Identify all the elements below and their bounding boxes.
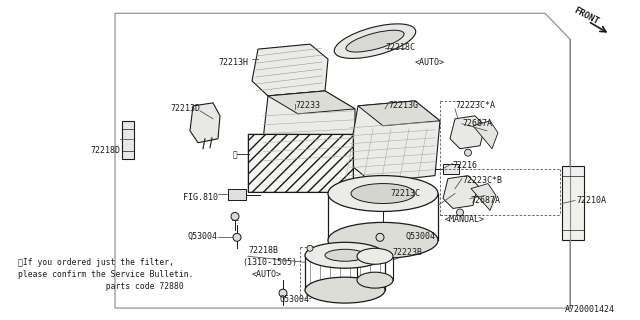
Text: 72687A: 72687A bbox=[470, 196, 500, 204]
Text: 72687A: 72687A bbox=[462, 119, 492, 128]
Circle shape bbox=[456, 209, 463, 216]
Text: <MANUAL>: <MANUAL> bbox=[445, 215, 485, 224]
Text: <AUTO>: <AUTO> bbox=[415, 58, 445, 67]
Polygon shape bbox=[473, 121, 498, 149]
Text: parts code 72880: parts code 72880 bbox=[18, 282, 184, 291]
Text: FIG.810: FIG.810 bbox=[183, 193, 218, 202]
Bar bbox=[248, 134, 353, 192]
Text: 72213H: 72213H bbox=[218, 58, 248, 67]
Polygon shape bbox=[252, 44, 328, 96]
Text: 72216: 72216 bbox=[452, 161, 477, 170]
Ellipse shape bbox=[305, 277, 385, 303]
Ellipse shape bbox=[305, 242, 385, 268]
Ellipse shape bbox=[325, 249, 365, 261]
Polygon shape bbox=[443, 176, 478, 208]
Text: 72213C: 72213C bbox=[390, 188, 420, 197]
Text: <AUTO>: <AUTO> bbox=[252, 270, 282, 279]
Circle shape bbox=[233, 233, 241, 241]
Text: 72218D: 72218D bbox=[90, 146, 120, 155]
Ellipse shape bbox=[357, 248, 393, 264]
Ellipse shape bbox=[328, 222, 438, 258]
Bar bbox=[443, 164, 459, 174]
Ellipse shape bbox=[357, 272, 393, 288]
Circle shape bbox=[465, 149, 472, 156]
Circle shape bbox=[307, 245, 313, 251]
Text: Q53004: Q53004 bbox=[405, 232, 435, 241]
Circle shape bbox=[376, 233, 384, 241]
Polygon shape bbox=[122, 121, 134, 159]
Text: (1310-1505): (1310-1505) bbox=[242, 258, 297, 267]
Text: ※If you ordered just the filter,: ※If you ordered just the filter, bbox=[18, 258, 174, 267]
Circle shape bbox=[279, 289, 287, 297]
Polygon shape bbox=[471, 184, 496, 211]
Polygon shape bbox=[450, 116, 485, 149]
Text: 72223B: 72223B bbox=[392, 248, 422, 257]
Polygon shape bbox=[348, 101, 440, 183]
Ellipse shape bbox=[328, 176, 438, 212]
Text: A720001424: A720001424 bbox=[565, 305, 615, 314]
Text: 72218C: 72218C bbox=[385, 43, 415, 52]
Text: FRONT: FRONT bbox=[572, 6, 600, 26]
Bar bbox=[228, 188, 246, 201]
Text: 72213G: 72213G bbox=[388, 101, 418, 110]
Text: 72223C*B: 72223C*B bbox=[462, 176, 502, 185]
Circle shape bbox=[231, 212, 239, 220]
Ellipse shape bbox=[346, 30, 404, 52]
Bar bbox=[248, 134, 353, 192]
Text: 72223C*A: 72223C*A bbox=[455, 101, 495, 110]
Text: Q53004: Q53004 bbox=[188, 232, 218, 241]
Text: 72218B: 72218B bbox=[248, 246, 278, 255]
Polygon shape bbox=[115, 13, 570, 308]
Bar bbox=[562, 166, 584, 240]
Text: 72213D: 72213D bbox=[170, 104, 200, 113]
Text: Q53004: Q53004 bbox=[280, 295, 310, 304]
Text: 72210A: 72210A bbox=[576, 196, 606, 204]
Ellipse shape bbox=[334, 24, 416, 59]
Text: please confirm the Service Bulletin.: please confirm the Service Bulletin. bbox=[18, 270, 193, 279]
Text: ※: ※ bbox=[232, 151, 237, 160]
Ellipse shape bbox=[351, 184, 415, 204]
Polygon shape bbox=[262, 91, 355, 167]
Polygon shape bbox=[358, 101, 440, 126]
Text: 72233: 72233 bbox=[295, 101, 320, 110]
Polygon shape bbox=[190, 103, 220, 143]
Polygon shape bbox=[268, 91, 355, 114]
